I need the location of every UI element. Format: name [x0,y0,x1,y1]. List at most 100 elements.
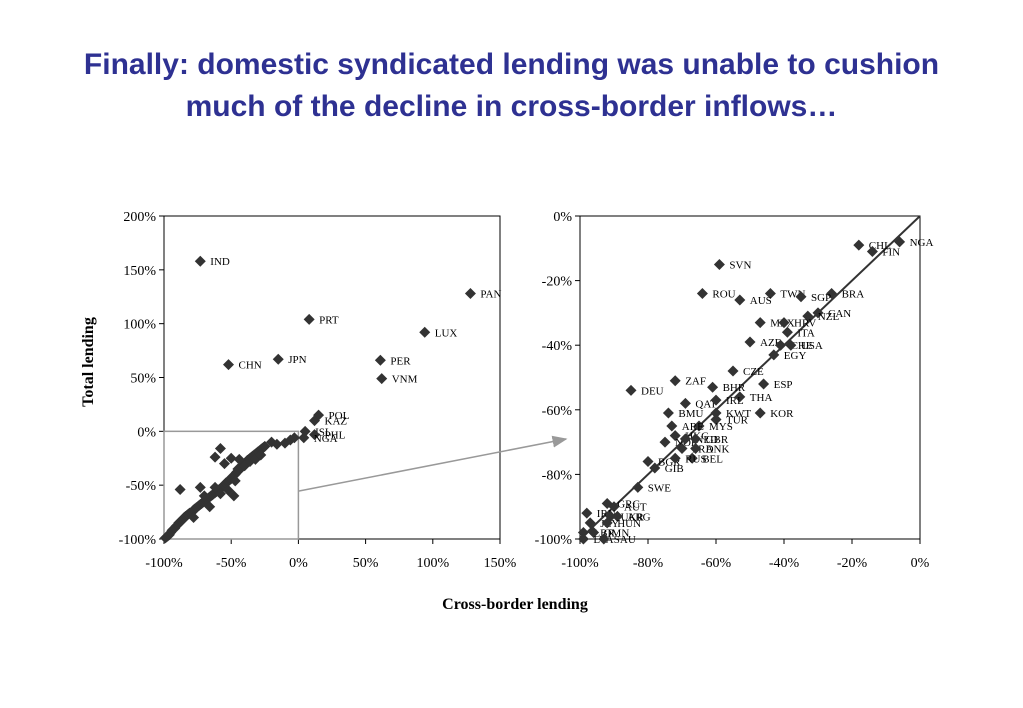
data-point [288,432,300,444]
data-point [218,458,230,470]
y-tick-label: -50% [126,479,157,494]
data-point-arg [611,510,623,522]
data-point-omn [588,527,600,539]
data-point [225,452,237,464]
slide-title-line-2: much of the decline in cross-border infl… [185,90,838,123]
point-label-arg: ARG [627,511,650,523]
slide-title: Finally: domestic syndicated lending was… [0,44,1023,128]
point-label-kwt: KWT [726,408,751,420]
data-point-twn [764,288,776,300]
data-point-sau [598,533,610,545]
y-tick-label: 0% [137,425,156,440]
point-label-rus: RUS [685,453,706,465]
point-label-vnm: VNM [392,374,418,386]
data-point [233,453,245,465]
point-label-are: ARE [682,421,704,433]
x-tick-label: -80% [633,556,664,571]
data-point [271,438,283,450]
point-label-nga: NGA [910,237,934,249]
data-point-hrv [778,317,790,329]
data-point-nor [659,436,671,448]
point-label-fin: FIN [882,247,900,259]
point-label-egy: EGY [784,350,807,362]
point-label-hrv: HRV [794,318,816,330]
point-label-jpn: JPN [288,354,306,366]
data-point-irn [581,507,593,519]
y-tick-label: 0% [553,210,572,225]
data-point-hun [601,517,613,529]
data-point [209,451,221,463]
data-point-pan [464,288,476,300]
data-point-swe [632,481,644,493]
data-point-jpn [272,353,284,365]
data-point-prt [303,313,315,325]
point-label-tur: TUR [726,414,749,426]
point-label-per: PER [390,355,411,367]
y-tick-label: 50% [130,372,156,387]
point-label-irl: IRL [726,395,744,407]
data-point-jey [584,517,596,529]
point-label-bhr: BHR [723,382,746,394]
y-tick-label: -40% [542,339,573,354]
data-point-chn [223,359,235,371]
y-tick-label: -100% [535,533,573,548]
point-label-kor: KOR [770,408,794,420]
x-tick-label: -100% [145,556,183,571]
plot-frame [579,215,921,540]
y-tick-label: 150% [123,264,156,279]
data-point-sgp [795,291,807,303]
point-label-esp: ESP [774,379,793,391]
point-label-zaf: ZAF [685,376,706,388]
y-tick-label: -100% [119,533,157,548]
data-point-bra [826,288,838,300]
data-point-che [775,339,787,351]
data-point-per [374,354,386,366]
data-point-rou [696,288,708,300]
point-label-prt: PRT [319,314,339,326]
data-point-mex [754,317,766,329]
data-point-usa [785,339,797,351]
y-tick-label: -60% [542,404,573,419]
data-point-gib [649,462,661,474]
data-point-phl [309,429,321,441]
data-point [214,488,226,500]
data-point-bhr [707,381,719,393]
point-label-isl: ISL [315,426,332,438]
point-label-dnk: DNK [706,444,730,456]
data-point-kor [754,407,766,419]
point-label-deu: DEU [641,385,664,397]
x-tick-label: 0% [911,556,930,571]
x-tick-label: 150% [484,556,517,571]
data-point-lux [419,326,431,338]
x-tick-label: -100% [561,556,599,571]
data-point-deu [625,384,637,396]
point-label-bmu: BMU [678,408,703,420]
point-label-sgp: SGP [811,292,831,304]
data-point-egy [768,349,780,361]
data-point [174,483,186,495]
point-label-phl: PHL [325,430,346,442]
data-point-qat [679,397,691,409]
point-label-omn: OMN [604,528,630,540]
data-point-svn [713,258,725,270]
point-label-ukr: UKR [621,511,645,523]
data-point-gbr [690,433,702,445]
data-point [198,490,210,502]
x-tick-label: 50% [353,556,379,571]
data-point-aut [608,501,620,513]
right-scatter-chart: -100% -80% -60% -40% -20% 0% -100% -80% -60% -40%… [535,210,934,571]
point-label-lbr: LBR [593,528,615,540]
point-label-rou: ROU [712,289,735,301]
point-label-bra: BRA [842,289,865,301]
data-point [204,501,216,513]
x-tick-label: 0% [289,556,308,571]
slide-title-line-1: Finally: domestic syndicated lending was… [83,48,940,81]
point-label-grc: GRC [617,498,640,510]
x-tick-label: -40% [769,556,800,571]
data-point-rus [669,452,681,464]
point-label-nga: NGA [314,433,338,445]
data-point [259,440,271,452]
data-point-ind [194,255,206,267]
data-point [229,475,241,487]
